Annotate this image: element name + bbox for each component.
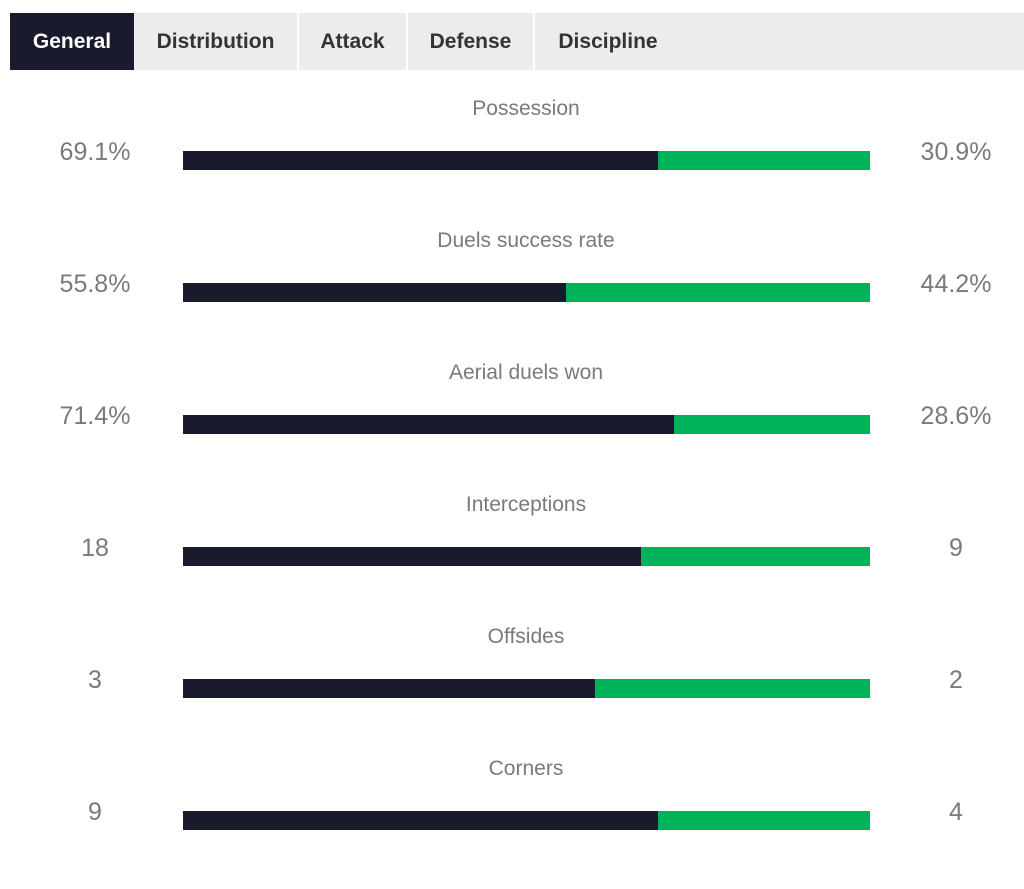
home-bar-segment <box>183 811 659 830</box>
stat-row-aerial-duels-won: Aerial duels won 71.4% 28.6% <box>0 361 1024 493</box>
home-value: 18 <box>81 534 109 562</box>
tab-general[interactable]: General <box>10 13 134 70</box>
comparison-bar <box>183 283 870 302</box>
stat-row-corners: Corners 9 4 <box>0 757 1024 889</box>
comparison-bar <box>183 811 870 830</box>
away-value: 30.9% <box>920 138 992 166</box>
away-value: 2 <box>949 666 963 694</box>
away-bar-segment <box>566 283 870 302</box>
away-bar-segment <box>658 811 870 830</box>
stats-tab-bar: General Distribution Attack Defense Disc… <box>10 13 1024 70</box>
away-bar-segment <box>595 679 870 698</box>
away-value: 44.2% <box>920 270 992 298</box>
stat-label: Interceptions <box>465 493 587 516</box>
comparison-bar <box>183 547 870 566</box>
away-value: 4 <box>949 798 963 826</box>
home-value: 69.1% <box>59 138 131 166</box>
comparison-bar <box>183 151 870 170</box>
away-value: 9 <box>949 534 963 562</box>
home-bar-segment <box>183 283 567 302</box>
home-value: 3 <box>88 666 102 694</box>
away-bar-segment <box>673 415 870 434</box>
home-bar-segment <box>183 151 658 170</box>
home-bar-segment <box>183 679 596 698</box>
tab-distribution[interactable]: Distribution <box>134 13 299 70</box>
stat-row-possession: Possession 69.1% 30.9% <box>0 97 1024 229</box>
stat-label: Corners <box>488 757 564 780</box>
home-bar-segment <box>183 415 674 434</box>
away-bar-segment <box>641 547 870 566</box>
home-value: 71.4% <box>59 402 131 430</box>
stat-label: Possession <box>472 97 580 120</box>
home-value: 9 <box>88 798 102 826</box>
stat-label: Aerial duels won <box>448 361 604 384</box>
home-bar-segment <box>183 547 642 566</box>
tab-defense[interactable]: Defense <box>408 13 535 70</box>
stat-row-interceptions: Interceptions 18 9 <box>0 493 1024 625</box>
home-value: 55.8% <box>59 270 131 298</box>
tab-attack[interactable]: Attack <box>299 13 408 70</box>
tab-discipline[interactable]: Discipline <box>558 30 658 53</box>
away-bar-segment <box>657 151 870 170</box>
stat-label: Offsides <box>487 625 565 648</box>
away-value: 28.6% <box>920 402 992 430</box>
stat-row-offsides: Offsides 3 2 <box>0 625 1024 757</box>
comparison-bar <box>183 679 870 698</box>
stat-row-duels-success-rate: Duels success rate 55.8% 44.2% <box>0 229 1024 361</box>
stat-label: Duels success rate <box>437 229 615 252</box>
comparison-bar <box>183 415 870 434</box>
